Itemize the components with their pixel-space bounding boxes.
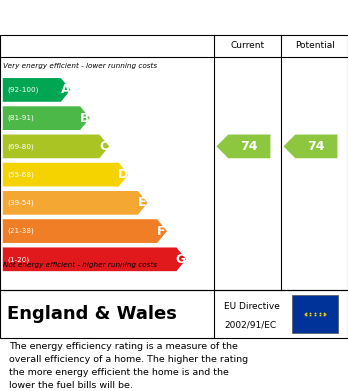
Polygon shape (3, 78, 71, 102)
Polygon shape (3, 219, 167, 243)
Polygon shape (3, 135, 109, 158)
Text: A: A (61, 83, 70, 97)
Polygon shape (216, 135, 270, 158)
Polygon shape (3, 191, 148, 215)
Text: England & Wales: England & Wales (7, 305, 177, 323)
Text: (39-54): (39-54) (7, 199, 34, 206)
Text: Not energy efficient - higher running costs: Not energy efficient - higher running co… (3, 262, 157, 268)
Text: 74: 74 (308, 140, 325, 153)
Text: (1-20): (1-20) (7, 256, 29, 263)
Text: F: F (157, 224, 166, 238)
Text: G: G (176, 253, 186, 266)
Text: 2002/91/EC: 2002/91/EC (224, 320, 277, 329)
Text: (69-80): (69-80) (7, 143, 34, 150)
Text: 74: 74 (240, 140, 258, 153)
Text: Potential: Potential (295, 41, 334, 50)
Text: (81-91): (81-91) (7, 115, 34, 121)
Text: (92-100): (92-100) (7, 87, 38, 93)
Text: C: C (99, 140, 108, 153)
Text: E: E (138, 196, 147, 209)
Text: Very energy efficient - lower running costs: Very energy efficient - lower running co… (3, 63, 157, 69)
Text: B: B (80, 112, 89, 125)
Text: EU Directive: EU Directive (224, 302, 280, 311)
Text: Current: Current (230, 41, 265, 50)
Text: The energy efficiency rating is a measure of the
overall efficiency of a home. T: The energy efficiency rating is a measur… (9, 342, 248, 390)
Polygon shape (284, 135, 338, 158)
Polygon shape (3, 163, 128, 187)
Polygon shape (3, 106, 90, 130)
Text: D: D (118, 168, 128, 181)
Text: (55-68): (55-68) (7, 171, 34, 178)
Bar (292, 295, 338, 333)
Text: (21-38): (21-38) (7, 228, 34, 234)
Text: Energy Efficiency Rating: Energy Efficiency Rating (63, 10, 285, 25)
Polygon shape (3, 248, 186, 271)
